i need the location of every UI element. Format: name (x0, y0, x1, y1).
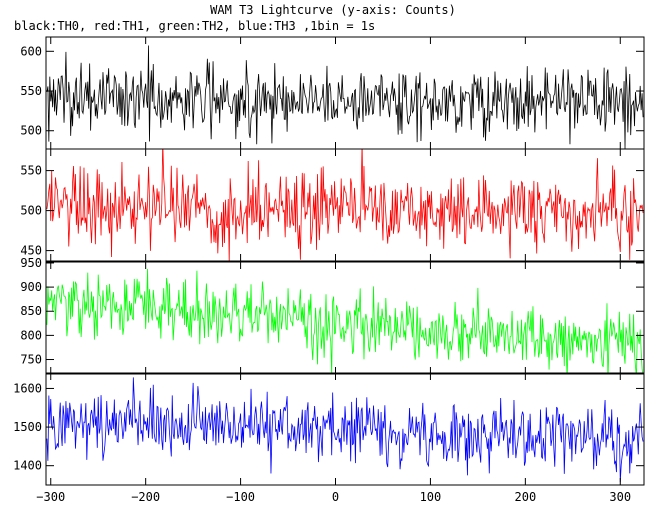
x-tick-label: −100 (226, 490, 255, 504)
series-th3 (46, 377, 644, 483)
panel-th2: 750 800 850 900 950 (20, 256, 645, 375)
series-th0 (46, 45, 644, 149)
x-tick-label: 0 (332, 490, 339, 504)
series-th2 (46, 268, 644, 374)
y-tick-label: 500 (20, 124, 42, 138)
y-tick-label: 900 (20, 280, 42, 294)
panel-th1: 450 500 550 (20, 148, 645, 262)
y-tick-label: 950 (20, 256, 42, 270)
series-th1 (46, 149, 644, 261)
x-axis: −300 −200 −100 0 100 200 300 (36, 490, 631, 504)
panel-frame (45, 261, 645, 375)
chart-panels: 500 550 600 450 500 550 750 800 850 900 950 1400 150… (13, 36, 645, 486)
panel-frame (45, 372, 645, 486)
y-tick-label: 1500 (13, 420, 42, 434)
x-tick-label: −200 (131, 490, 160, 504)
y-tick-label: 600 (20, 44, 42, 58)
y-tick-label: 500 (20, 204, 42, 218)
y-tick-label: 550 (20, 84, 42, 98)
y-tick-label: 850 (20, 304, 42, 318)
x-tick-label: 100 (420, 490, 442, 504)
y-tick-label: 450 (20, 244, 42, 258)
y-tick-label: 800 (20, 328, 42, 342)
chart-title: WAM T3 Lightcurve (y-axis: Counts) (210, 3, 456, 17)
x-tick-label: −300 (36, 490, 65, 504)
panel-frame (45, 36, 645, 150)
y-tick-label: 750 (20, 353, 42, 367)
panel-th3: 1400 1500 1600 (13, 372, 645, 486)
y-tick-label: 1400 (13, 459, 42, 473)
panel-th0: 500 550 600 (20, 36, 645, 150)
panel-frame (45, 148, 645, 262)
chart-subtitle: black:TH0, red:TH1, green:TH2, blue:TH3 … (14, 19, 375, 33)
x-tick-label: 200 (515, 490, 537, 504)
x-tick-label: 300 (609, 490, 631, 504)
y-tick-label: 550 (20, 164, 42, 178)
y-tick-label: 1600 (13, 381, 42, 395)
